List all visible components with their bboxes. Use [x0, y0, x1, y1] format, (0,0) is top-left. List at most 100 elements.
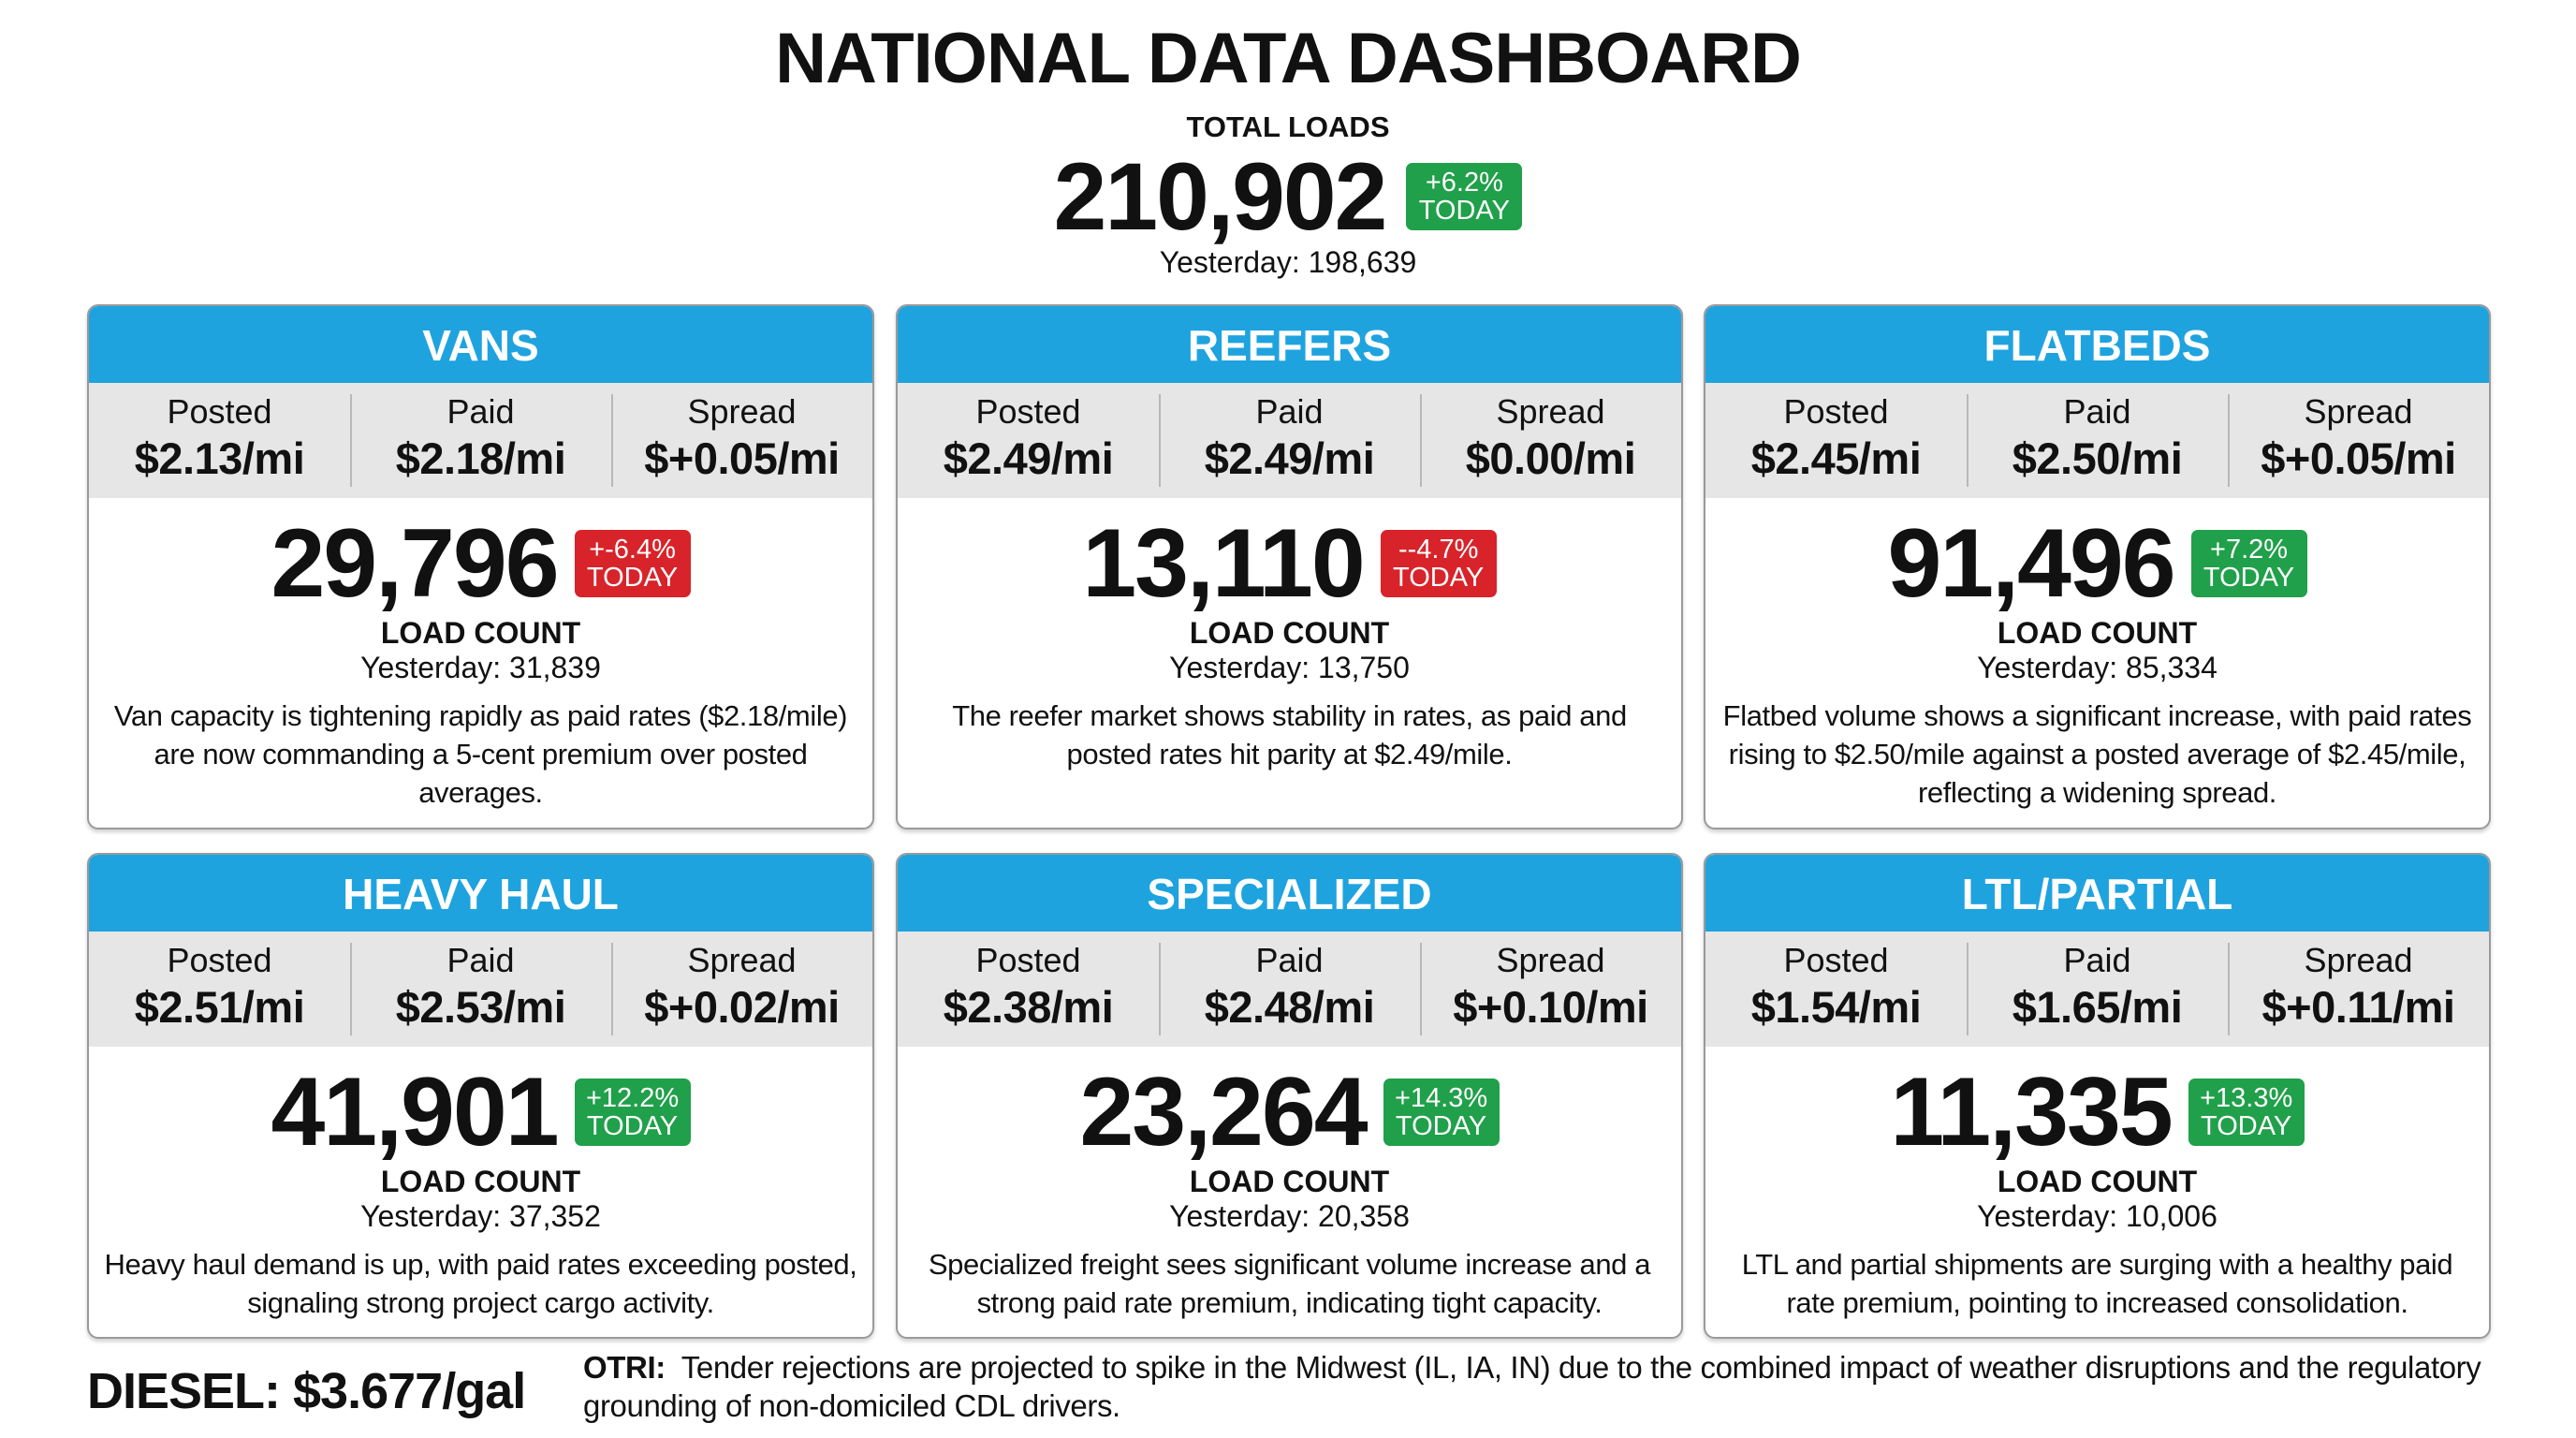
- card-title: LTL/PARTIAL: [1705, 855, 2489, 932]
- category-card: FLATBEDS Posted $2.45/mi Paid $2.50/mi Spread…: [1704, 304, 2491, 829]
- rate-spread: Spread $+0.02/mi: [611, 932, 872, 1047]
- category-card: VANS Posted $2.13/mi Paid $2.18/mi Spread $+0.…: [87, 304, 874, 829]
- rates-band: Posted $2.49/mi Paid $2.49/mi Spread $0.00/mi: [898, 383, 1681, 498]
- rate-spread: Spread $+0.05/mi: [2228, 383, 2489, 498]
- card-description: The reefer market shows stability in rat…: [952, 699, 1627, 770]
- yesterday-count: Yesterday: 37,352: [360, 1199, 601, 1233]
- card-title: VANS: [89, 306, 872, 383]
- rates-band: Posted $1.54/mi Paid $1.65/mi Spread $+0.11/m…: [1705, 932, 2489, 1047]
- rate-spread-value: $0.00/mi: [1465, 433, 1636, 483]
- rate-posted-label: Posted: [167, 941, 272, 979]
- total-loads-value: 210,902: [1053, 143, 1388, 250]
- card-description: LTL and partial shipments are surging wi…: [1741, 1248, 2453, 1319]
- load-count-row: 13,110 --4.7% TODAY: [898, 511, 1681, 616]
- rate-spread-value: $+0.05/mi: [2261, 433, 2456, 483]
- category-card: SPECIALIZED Posted $2.38/mi Paid $2.48/mi Spr…: [896, 853, 1683, 1339]
- rate-posted: Posted $2.38/mi: [898, 932, 1159, 1047]
- card-description: Heavy haul demand is up, with paid rates…: [104, 1248, 857, 1319]
- total-change-value: +6.2%: [1425, 168, 1503, 198]
- rate-paid: Paid $1.65/mi: [1967, 932, 2228, 1047]
- rate-posted: Posted $2.49/mi: [898, 383, 1159, 498]
- rate-spread-label: Spread: [687, 941, 797, 979]
- rate-spread: Spread $+0.10/mi: [1420, 932, 1681, 1047]
- change-badge: --4.7% TODAY: [1380, 530, 1497, 597]
- rate-spread-value: $+0.05/mi: [644, 433, 840, 483]
- rates-band: Posted $2.13/mi Paid $2.18/mi Spread $+0.05/m…: [89, 383, 872, 498]
- total-loads-row: 210,902 +6.2% TODAY: [0, 145, 2576, 248]
- change-value: +12.2%: [585, 1083, 680, 1113]
- rate-posted-label: Posted: [167, 392, 272, 431]
- rate-paid: Paid $2.18/mi: [350, 383, 611, 498]
- change-sub: TODAY: [2201, 1111, 2292, 1141]
- rate-paid-label: Paid: [1255, 392, 1324, 431]
- rate-spread: Spread $+0.05/mi: [611, 383, 872, 498]
- card-title: HEAVY HAUL: [89, 855, 872, 932]
- rate-paid-label: Paid: [2063, 941, 2131, 979]
- load-count-label: LOAD COUNT: [1189, 616, 1390, 650]
- change-value: +7.2%: [2210, 535, 2289, 565]
- change-sub: TODAY: [586, 563, 679, 593]
- category-card: LTL/PARTIAL Posted $1.54/mi Paid $1.65/mi Spr…: [1704, 853, 2491, 1339]
- card-title: SPECIALIZED: [898, 855, 1681, 932]
- card-title: FLATBEDS: [1705, 306, 2489, 383]
- otri-label: OTRI:: [583, 1350, 666, 1385]
- category-card: REEFERS Posted $2.49/mi Paid $2.49/mi Spread $…: [896, 304, 1683, 829]
- rates-band: Posted $2.45/mi Paid $2.50/mi Spread $+0.05/m…: [1705, 383, 2489, 498]
- rate-posted-value: $2.38/mi: [943, 982, 1114, 1032]
- otri-note: OTRI: Tender rejections are projected to…: [583, 1348, 2511, 1425]
- rate-paid-label: Paid: [1255, 941, 1324, 979]
- load-count-label: LOAD COUNT: [380, 616, 581, 650]
- load-count-value: 23,264: [1079, 1058, 1368, 1167]
- card-description: Van capacity is tightening rapidly as pa…: [113, 699, 848, 809]
- yesterday-count: Yesterday: 10,006: [1977, 1199, 2217, 1233]
- rate-posted-label: Posted: [1783, 392, 1889, 431]
- change-badge: +14.3% TODAY: [1383, 1078, 1500, 1146]
- rate-posted-label: Posted: [975, 941, 1081, 979]
- rate-posted: Posted $2.45/mi: [1705, 383, 1967, 498]
- load-count-row: 29,796 +-6.4% TODAY: [89, 511, 872, 616]
- change-badge: +12.2% TODAY: [574, 1078, 691, 1146]
- otri-text: Tender rejections are projected to spike…: [583, 1350, 2481, 1423]
- diesel-price: DIESEL: $3.677/gal: [87, 1363, 526, 1419]
- load-count-value: 13,110: [1082, 509, 1365, 618]
- rate-paid-label: Paid: [446, 941, 515, 979]
- rate-spread-value: $+0.11/mi: [2261, 982, 2455, 1032]
- change-badge: +-6.4% TODAY: [574, 530, 691, 597]
- rate-paid-value: $2.50/mi: [2012, 433, 2183, 483]
- load-count-row: 91,496 +7.2% TODAY: [1705, 511, 2489, 616]
- change-sub: TODAY: [1395, 1111, 1487, 1141]
- rate-posted-label: Posted: [1783, 941, 1889, 979]
- rate-paid-value: $1.65/mi: [2012, 982, 2183, 1032]
- load-count-label: LOAD COUNT: [1997, 1165, 2198, 1198]
- rate-spread-label: Spread: [2304, 392, 2413, 431]
- rate-paid: Paid $2.53/mi: [350, 932, 611, 1047]
- load-count-label: LOAD COUNT: [1997, 616, 2198, 650]
- card-description: Specialized freight sees significant vol…: [928, 1248, 1651, 1319]
- change-value: +-6.4%: [589, 535, 676, 565]
- change-sub: TODAY: [1393, 563, 1485, 593]
- rate-posted-value: $2.51/mi: [134, 982, 305, 1032]
- rate-posted: Posted $2.51/mi: [89, 932, 350, 1047]
- rates-band: Posted $2.51/mi Paid $2.53/mi Spread $+0.02/m…: [89, 932, 872, 1047]
- rate-spread-label: Spread: [1496, 941, 1605, 979]
- rate-spread-label: Spread: [2304, 941, 2413, 979]
- load-count-value: 29,796: [271, 509, 559, 618]
- change-sub: TODAY: [2203, 563, 2295, 593]
- rate-spread-value: $+0.10/mi: [1453, 982, 1648, 1032]
- yesterday-count: Yesterday: 85,334: [1977, 651, 2217, 684]
- rates-band: Posted $2.38/mi Paid $2.48/mi Spread $+0.10/m…: [898, 932, 1681, 1047]
- category-card: HEAVY HAUL Posted $2.51/mi Paid $2.53/mi Spre…: [87, 853, 874, 1339]
- yesterday-count: Yesterday: 13,750: [1169, 651, 1410, 684]
- load-count-row: 11,335 +13.3% TODAY: [1705, 1060, 2489, 1165]
- change-value: +13.3%: [2200, 1083, 2293, 1113]
- rate-spread-label: Spread: [687, 392, 797, 431]
- rate-paid: Paid $2.48/mi: [1159, 932, 1420, 1047]
- load-count-value: 41,901: [271, 1058, 559, 1167]
- yesterday-count: Yesterday: 31,839: [360, 651, 601, 684]
- change-badge: +13.3% TODAY: [2188, 1078, 2305, 1146]
- rate-paid-label: Paid: [2063, 392, 2131, 431]
- load-count-row: 41,901 +12.2% TODAY: [89, 1060, 872, 1165]
- rate-paid: Paid $2.49/mi: [1159, 383, 1420, 498]
- change-value: +14.3%: [1394, 1083, 1488, 1113]
- load-count-label: LOAD COUNT: [1189, 1165, 1390, 1198]
